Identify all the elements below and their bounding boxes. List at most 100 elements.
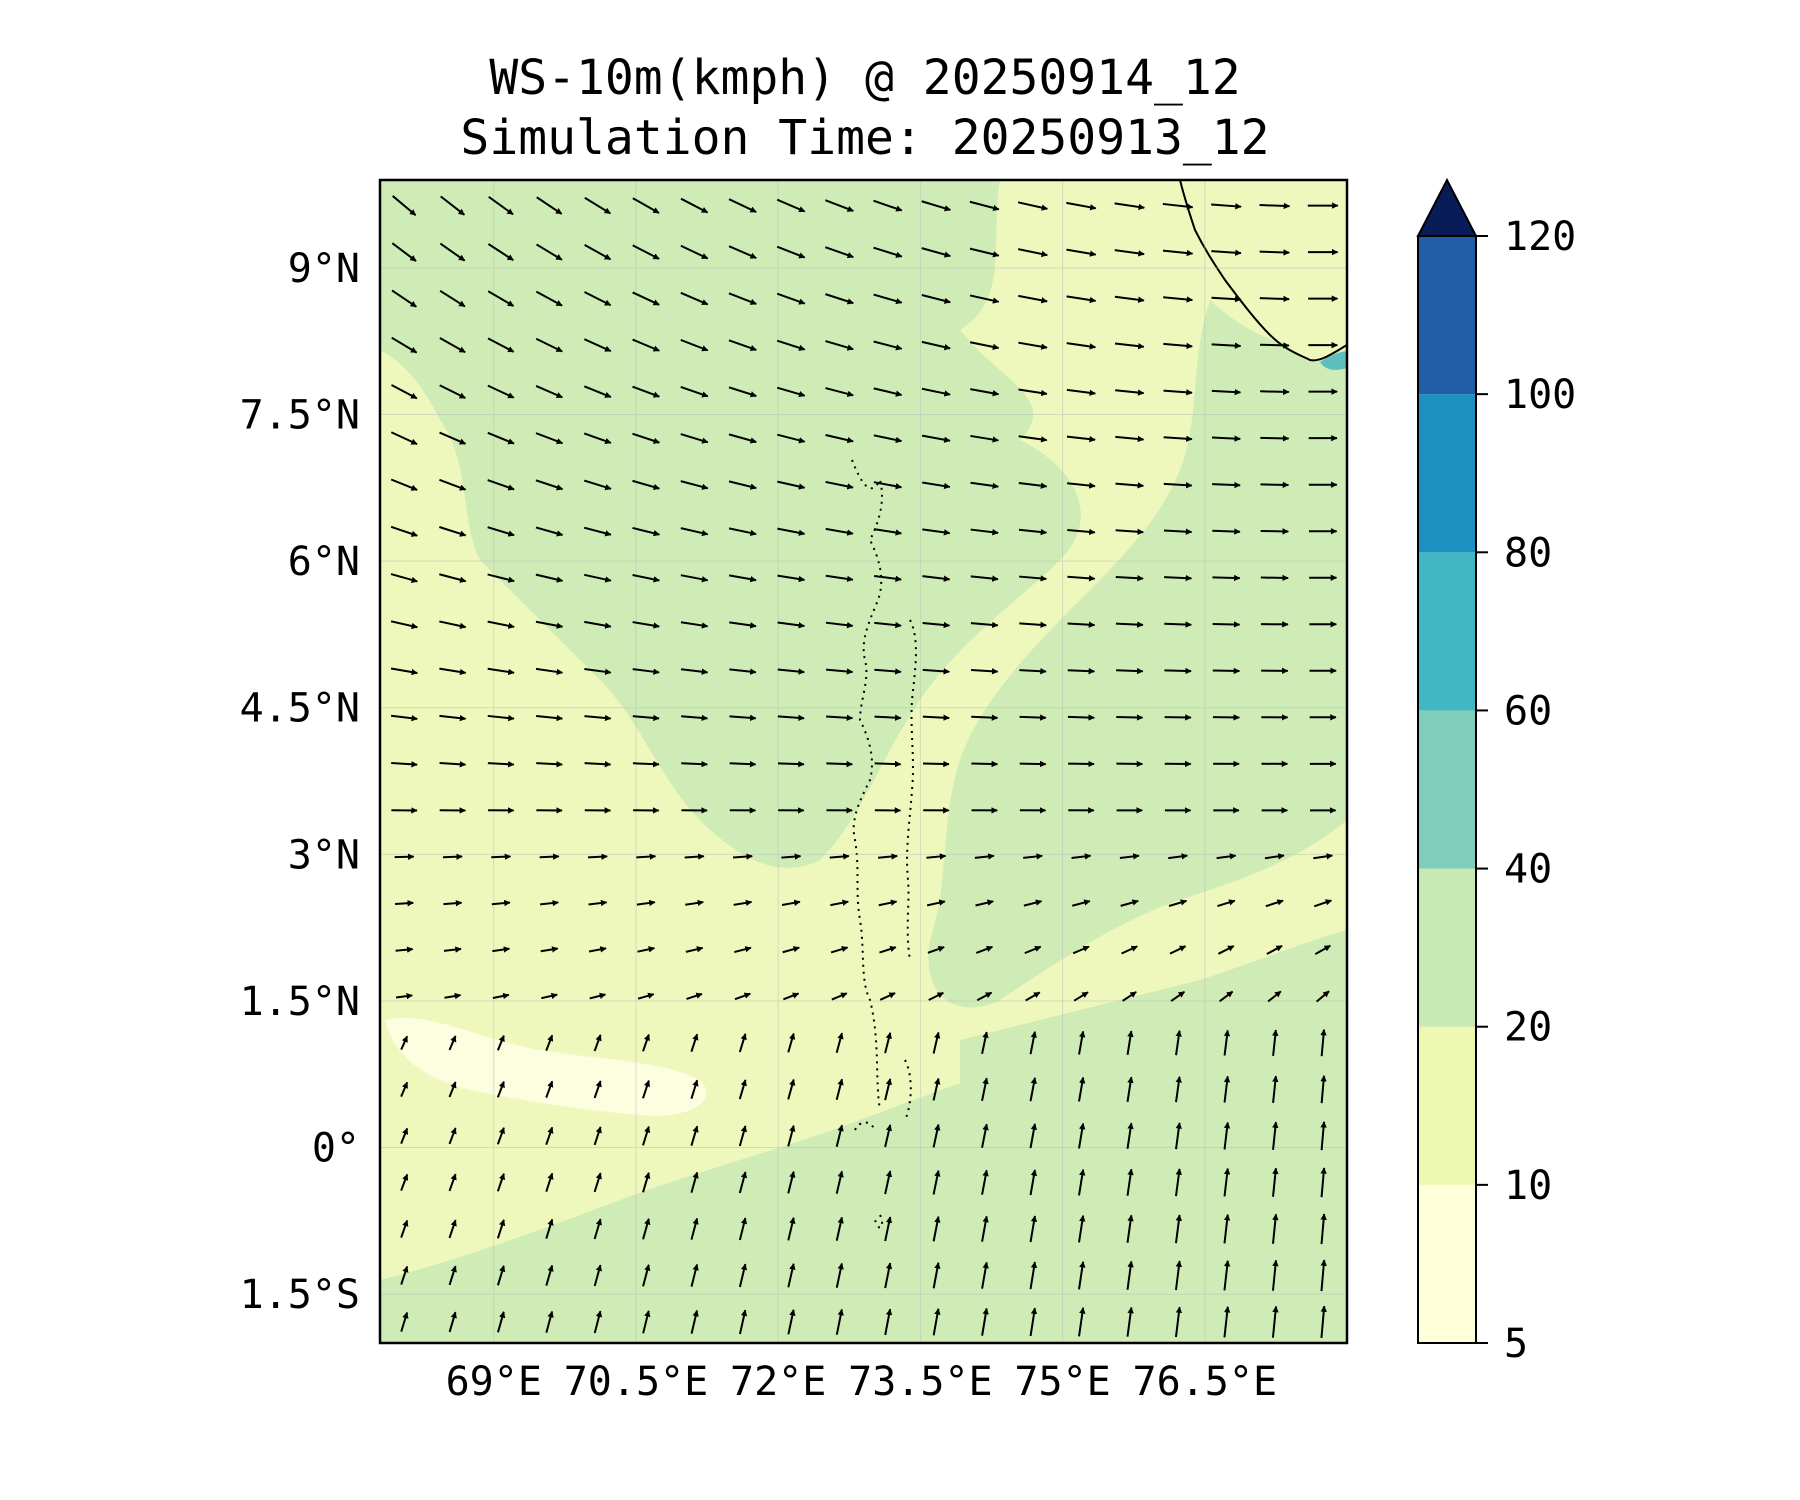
wind-arrow [690,1217,699,1240]
wind-arrow [492,946,511,953]
wind-arrow [392,195,417,216]
wind-arrow [536,243,563,261]
wind-arrow [781,899,801,906]
wind-arrow [873,340,903,351]
wind-arrow [1314,944,1331,956]
wind-arrow [391,761,418,768]
wind-arrow [738,1079,747,1100]
wind-arrow [545,1172,554,1192]
wind-arrow [825,293,854,305]
wind-arrow [1315,990,1330,1003]
wind-arrow [1024,945,1042,955]
wind-arrow [690,1125,699,1146]
wind-arrow [535,432,564,445]
wind-arrow [1126,1260,1134,1290]
wind-arrow [1174,1260,1183,1291]
wind-arrow [1067,528,1096,536]
wind-arrow [728,527,757,537]
wind-arrow [728,198,757,213]
wind-arrow [831,992,848,1001]
wind-arrow [584,668,612,675]
colorbar: 5 10 20 40 60 80 100 120 [1416,177,1576,1367]
wind-arrow [1029,1169,1038,1196]
wind-arrow [632,526,660,537]
wind-arrow [1211,342,1242,349]
wind-arrow [584,573,612,583]
lon-tick-label: 76.5°E [1133,1359,1278,1405]
wind-arrow [1078,1122,1086,1149]
wind-arrow [729,714,757,722]
wind-arrow [932,1169,941,1195]
wind-arrow [1072,945,1090,955]
wind-arrow [1019,575,1047,582]
wind-arrow [545,1218,554,1239]
wind-arrow [922,481,951,490]
wind-arrow [632,432,660,444]
wind-arrow [1116,714,1144,721]
wind-arrow [1272,1167,1279,1197]
wind-arrow [1163,482,1193,489]
wind-arrow [1067,714,1095,721]
lat-tick-label: 4.5°N [240,686,360,732]
wind-arrow [1126,1076,1134,1102]
wind-arrow [1211,435,1241,442]
wind-arrow [927,945,945,954]
wind-arrow [884,1078,892,1101]
wind-arrow [884,1216,893,1242]
wind-arrow [738,1263,748,1288]
wind-arrow [400,1311,409,1332]
lat-tick-label: 9°N [288,246,360,292]
wind-arrow [787,1124,796,1147]
wind-arrow [1029,1077,1038,1102]
wind-arrow [535,479,564,491]
wind-arrow [632,574,660,583]
wind-arrow [448,1081,457,1098]
map-panel: 9°N 7.5°N 6°N 4.5°N 3°N 1.5°N 0° 1.5°S 69°E 70.5… [240,178,1349,1405]
wind-arrow [680,574,709,583]
wind-arrow [391,289,417,308]
colorbar-extend-arrow [1416,177,1478,237]
wind-arrow [879,992,896,1001]
wind-arrow [873,481,903,490]
wind-arrow [439,526,467,537]
wind-arrow [632,760,660,768]
contour-band-20-40-east [928,300,1347,1008]
wind-arrow [448,1035,457,1051]
colorbar-tick-label: 60 [1504,688,1552,734]
wind-arrow [680,244,709,260]
wind-arrow [1163,296,1194,303]
wind-arrow [1265,899,1284,908]
wind-arrow [976,991,993,1002]
latitude-axis: 9°N 7.5°N 6°N 4.5°N 3°N 1.5°N 0° 1.5°S [240,246,360,1318]
wind-arrow [922,668,950,675]
wind-arrow [536,714,563,722]
wind-arrow [874,621,902,629]
colorbar-tick-label: 5 [1504,1321,1528,1367]
wind-arrow [923,760,950,768]
wind-arrow [884,1308,893,1336]
wind-arrow [777,621,805,629]
wind-arrow [921,434,951,443]
wind-arrow [583,479,612,491]
wind-arrow [1078,1168,1086,1196]
wind-arrow [1018,435,1048,443]
wind-arrow [448,1173,457,1192]
wind-arrow [734,992,751,1001]
wind-arrow [632,338,660,352]
wind-arrow [400,1081,409,1098]
lat-tick-label: 1.5°N [240,979,360,1025]
wind-arrow [394,853,415,860]
wind-arrow [787,1078,796,1100]
wind-arrow [584,243,612,261]
wind-arrow [777,760,805,768]
wind-arrow [825,621,854,629]
wind-arrow [1164,574,1193,582]
wind-arrow [487,714,515,722]
wind-arrow [1115,575,1144,582]
wind-arrow [1320,1075,1327,1104]
wind-arrow [642,1310,651,1334]
wind-arrow [584,620,612,629]
wind-arrow [545,1126,554,1145]
wind-arrow [390,620,418,630]
wind-arrow [632,479,660,491]
